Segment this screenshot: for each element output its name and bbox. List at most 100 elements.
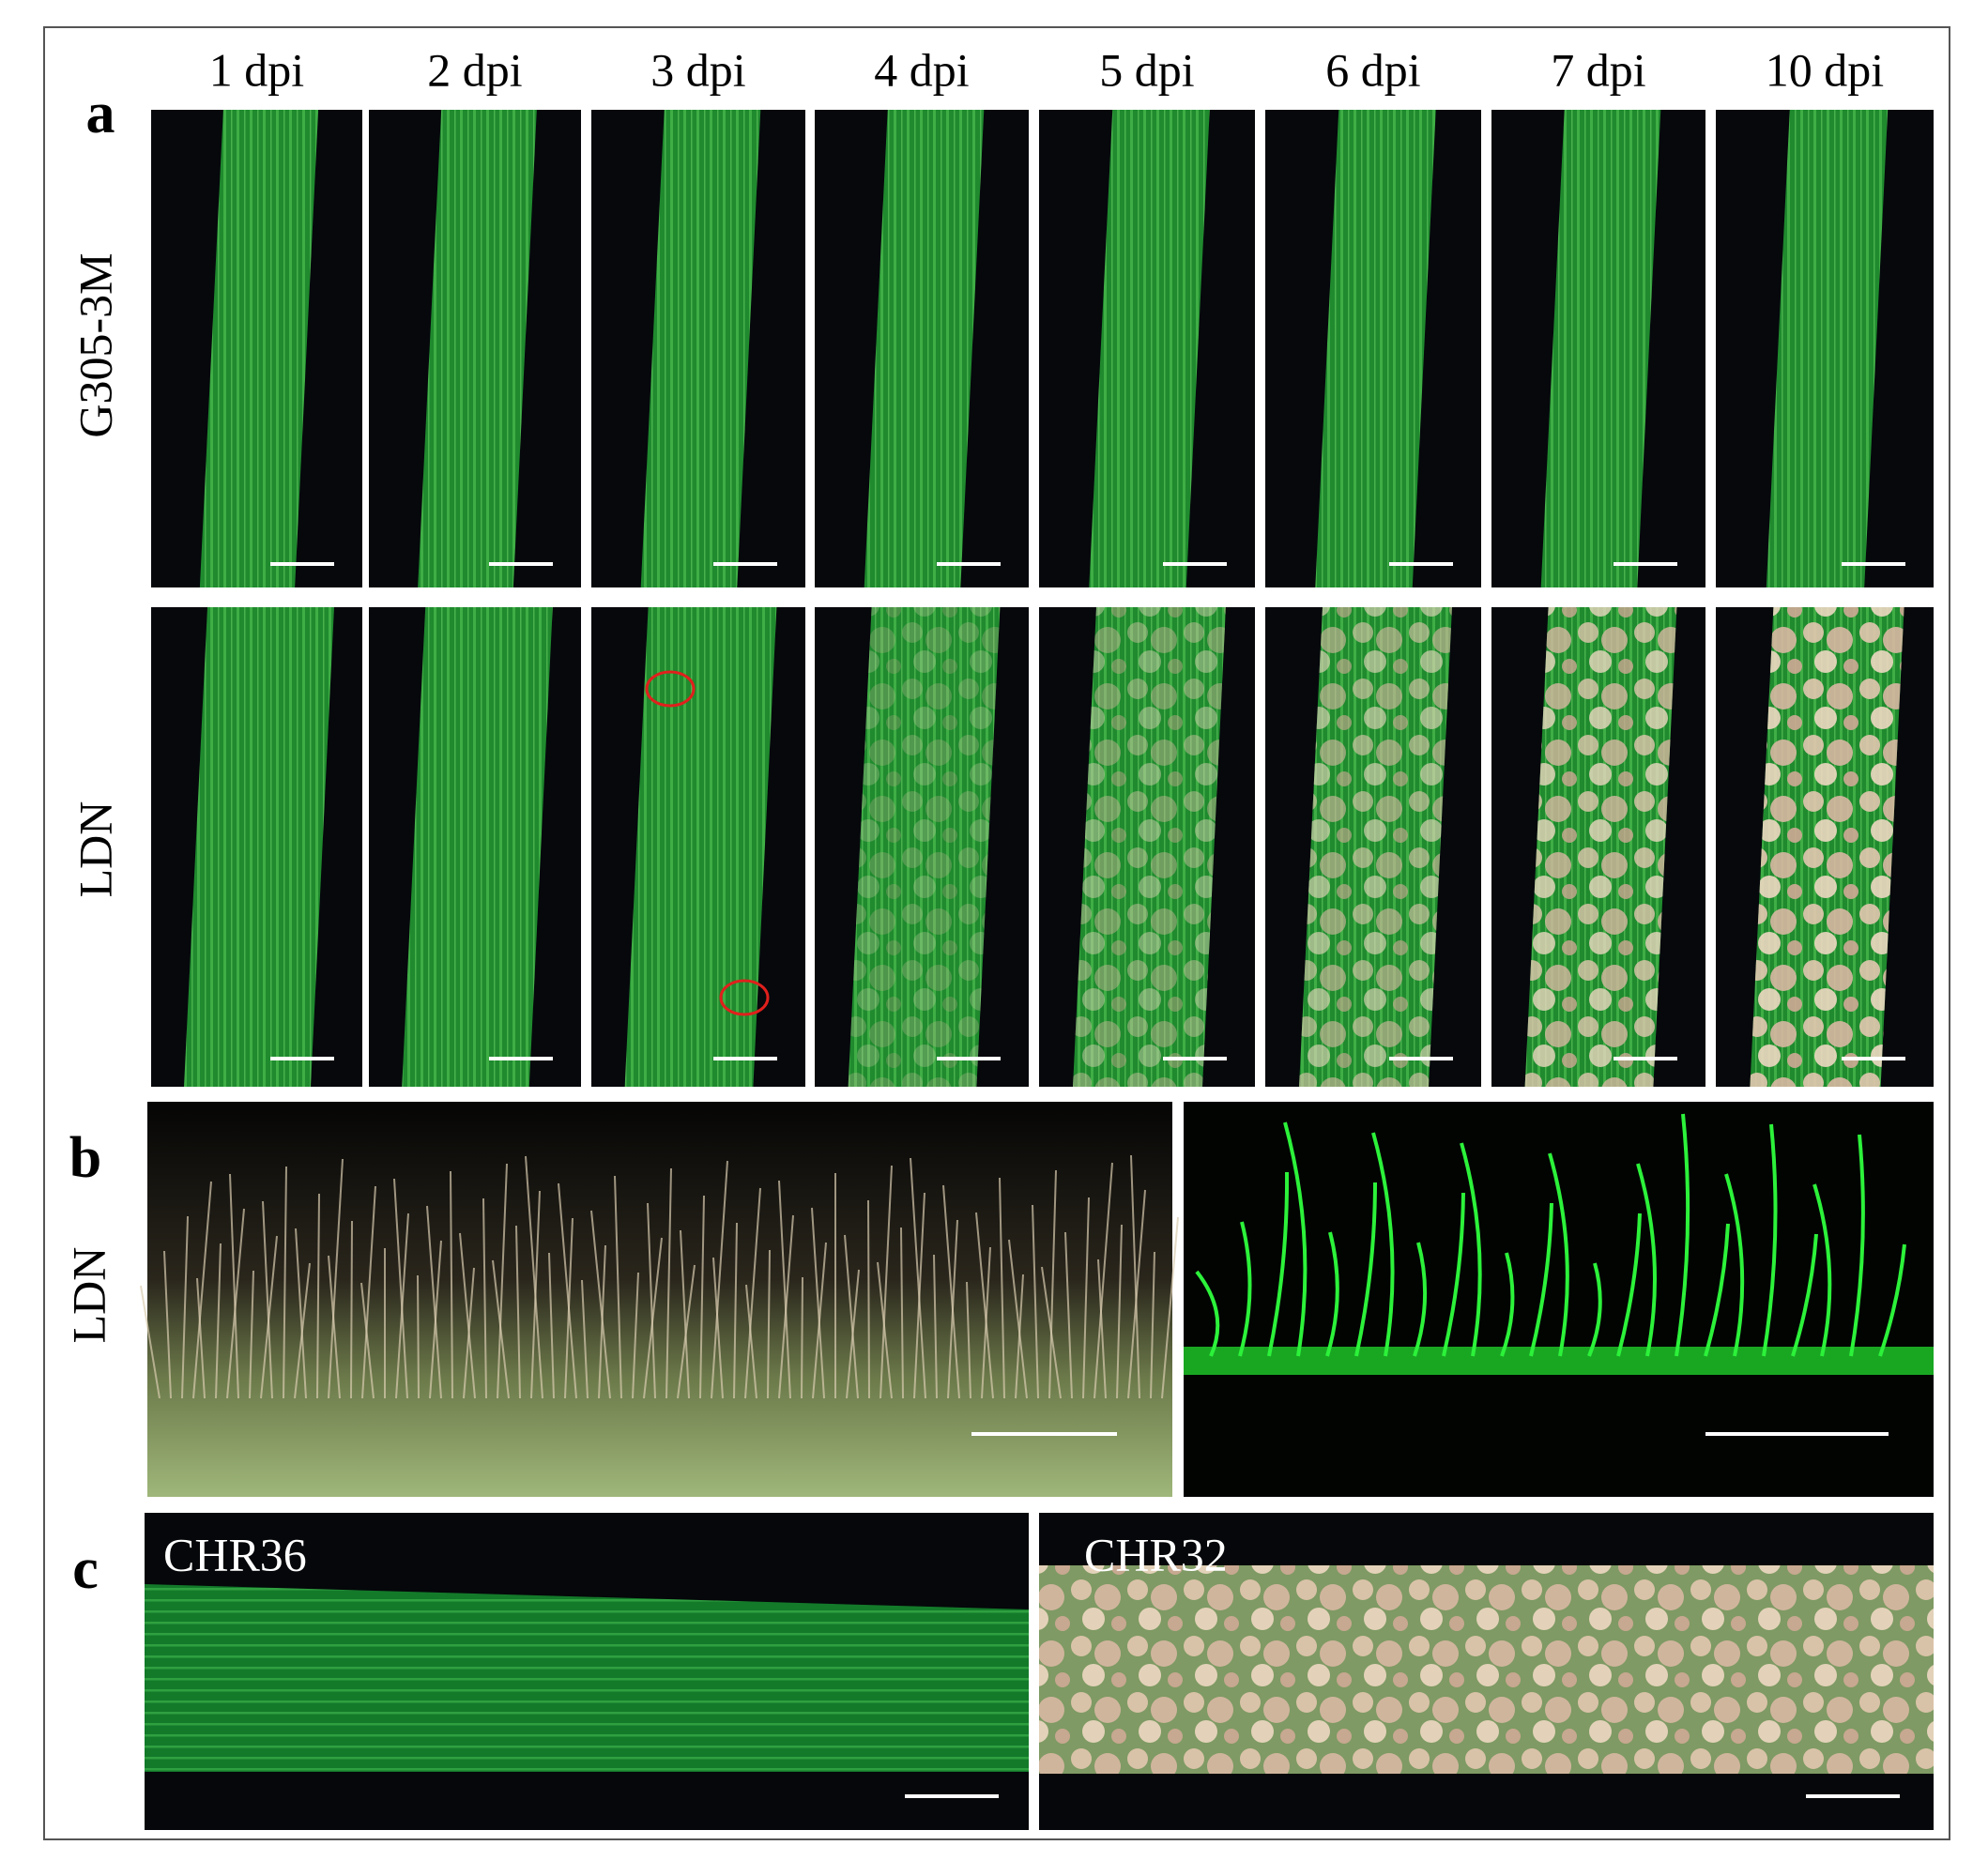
highlight-circle bbox=[645, 670, 696, 708]
hypha bbox=[1064, 1231, 1073, 1399]
leaf bbox=[1766, 110, 1889, 587]
panel-label: c bbox=[72, 1537, 99, 1601]
hypha bbox=[316, 1193, 320, 1399]
leaf bbox=[418, 110, 537, 587]
hypha-fluorescent bbox=[1791, 1233, 1818, 1357]
leaf bbox=[624, 607, 777, 1087]
hypha-fluorescent bbox=[1548, 1152, 1569, 1357]
row-label: LDN bbox=[69, 801, 121, 898]
hypha-fluorescent bbox=[1878, 1243, 1906, 1357]
hypha-fluorescent bbox=[1704, 1223, 1730, 1357]
image-label: CHR36 bbox=[163, 1528, 307, 1580]
hypha bbox=[548, 1252, 555, 1399]
leaf bbox=[864, 110, 985, 587]
photo-fluorescence bbox=[1184, 1102, 1934, 1497]
leaf bbox=[402, 607, 553, 1087]
leaf bbox=[1540, 110, 1661, 587]
row-label: LDN bbox=[62, 1247, 115, 1344]
frame bbox=[43, 26, 1950, 1840]
hypha-fluorescent bbox=[1529, 1202, 1553, 1357]
hypha-fluorescent bbox=[1325, 1231, 1339, 1357]
hypha bbox=[249, 1270, 254, 1399]
hypha bbox=[295, 1228, 307, 1399]
hypha bbox=[614, 1175, 622, 1399]
leaf bbox=[184, 607, 334, 1087]
hypha bbox=[811, 1207, 825, 1399]
hypha bbox=[778, 1180, 791, 1399]
panel-label: a bbox=[86, 82, 115, 145]
hypha bbox=[450, 1170, 453, 1399]
hypha bbox=[1094, 1162, 1113, 1399]
hypha bbox=[844, 1234, 859, 1399]
hypha bbox=[229, 1173, 239, 1399]
hypha bbox=[877, 1261, 893, 1399]
hypha bbox=[1008, 1239, 1028, 1399]
hypha bbox=[767, 1249, 771, 1399]
hypha bbox=[665, 1167, 672, 1399]
hypha bbox=[361, 1185, 376, 1399]
photos: CHR36 CHR32 bbox=[140, 110, 1934, 1830]
infection bbox=[1524, 607, 1677, 1087]
highlight-circle bbox=[719, 979, 770, 1016]
hypha bbox=[900, 1227, 904, 1399]
hypha bbox=[525, 1155, 543, 1399]
hypha bbox=[711, 1160, 728, 1399]
hypha bbox=[215, 1243, 222, 1399]
hypha bbox=[942, 1184, 960, 1399]
hypha bbox=[417, 1274, 420, 1399]
hypha bbox=[181, 1215, 189, 1399]
hypha bbox=[966, 1281, 971, 1399]
hypha bbox=[283, 1166, 287, 1399]
hypha bbox=[867, 1199, 870, 1399]
hypha bbox=[1032, 1204, 1039, 1399]
hypha bbox=[1097, 1258, 1107, 1399]
infection bbox=[1299, 607, 1452, 1087]
hypha-fluorescent bbox=[1413, 1242, 1428, 1357]
hypha bbox=[393, 1178, 408, 1399]
column-header: 7 dpi bbox=[1551, 43, 1645, 96]
hypha bbox=[879, 1165, 893, 1399]
hypha bbox=[192, 1181, 212, 1399]
hypha-fluorescent bbox=[1675, 1113, 1690, 1357]
hypha bbox=[328, 1158, 344, 1399]
hypha bbox=[492, 1259, 510, 1399]
hypha bbox=[459, 1232, 476, 1399]
hypha bbox=[360, 1282, 375, 1399]
column-header: 10 dpi bbox=[1766, 43, 1884, 96]
hypha bbox=[581, 1279, 589, 1399]
hypha bbox=[328, 1255, 341, 1399]
hypha-fluorescent bbox=[1500, 1252, 1515, 1357]
hypha bbox=[482, 1197, 487, 1399]
hypha-fluorescent bbox=[1724, 1173, 1745, 1357]
hypha bbox=[426, 1205, 442, 1399]
hypha-fluorescent bbox=[1616, 1213, 1642, 1357]
hypha bbox=[1082, 1197, 1090, 1399]
column-header: 2 dpi bbox=[427, 43, 522, 96]
hypha bbox=[140, 1285, 161, 1399]
photo-hyphae bbox=[147, 1102, 1172, 1497]
hypha bbox=[680, 1229, 690, 1399]
panel-label: b bbox=[69, 1126, 101, 1190]
hypha bbox=[647, 1202, 656, 1399]
hypha-fluorescent bbox=[1267, 1171, 1290, 1357]
column-header: 4 dpi bbox=[874, 43, 969, 96]
column-header: 1 dpi bbox=[209, 43, 304, 96]
column-header: 5 dpi bbox=[1099, 43, 1194, 96]
hypha bbox=[745, 1284, 757, 1399]
hypha bbox=[1116, 1224, 1123, 1399]
infection bbox=[1073, 607, 1226, 1087]
hypha bbox=[515, 1225, 521, 1399]
leaf bbox=[145, 1584, 1029, 1772]
infection bbox=[848, 607, 1001, 1087]
hypha bbox=[1041, 1266, 1062, 1399]
leaf-edge bbox=[1184, 1347, 1934, 1375]
column-header: 6 dpi bbox=[1325, 43, 1420, 96]
hypha bbox=[558, 1182, 577, 1399]
infection bbox=[1039, 1565, 1934, 1774]
hypha bbox=[590, 1210, 611, 1399]
hypha-fluorescent bbox=[1195, 1270, 1220, 1357]
hypha bbox=[350, 1220, 353, 1399]
hypha-fluorescent bbox=[1442, 1192, 1465, 1357]
leaf bbox=[199, 110, 319, 587]
